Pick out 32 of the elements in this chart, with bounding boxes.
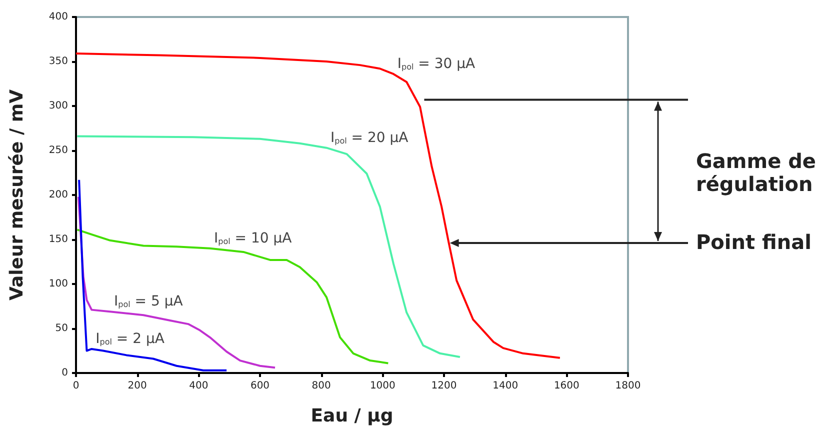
y-tick-label: 150 [48, 234, 68, 245]
x-tick-label: 1200 [431, 380, 457, 392]
ref-line-label: Gamme de régulation [696, 148, 817, 196]
x-tick-label: 1800 [615, 380, 641, 392]
x-tick-label: 1400 [492, 380, 518, 392]
y-tick-label: 100 [48, 278, 68, 290]
x-tick-label: 800 [312, 380, 331, 392]
line-series [76, 228, 390, 364]
y-tick-label: 250 [48, 145, 68, 156]
line-series [77, 196, 276, 369]
line-series [75, 52, 561, 359]
y-tick-label: 200 [48, 190, 68, 200]
line-series [78, 178, 228, 372]
x-tick-label: 400 [189, 380, 208, 392]
y-tick-label: 300 [48, 100, 68, 112]
y-tick-label: 400 [48, 12, 68, 22]
y-tick-label: 50 [55, 323, 68, 334]
series-label: Ipol = 30 µA [397, 56, 476, 72]
x-tick-label: 1000 [370, 380, 396, 392]
series-label: Ipol = 10 µA [214, 230, 292, 246]
series-label: Ipol = 5 µA [114, 294, 184, 310]
x-tick-label: 600 [250, 380, 270, 392]
x-tick-label: 1600 [554, 380, 580, 392]
x-tick-label: 0 [72, 380, 80, 392]
y-tick-label: 350 [48, 56, 68, 67]
annotation: Point final [696, 230, 812, 254]
x-axis-title: Eau / µg [310, 406, 394, 426]
y-axis-title: Valeur mesurée / mV [6, 89, 28, 301]
series-label: Ipol = 2 µA [96, 330, 165, 347]
x-tick-label: 200 [128, 380, 147, 392]
y-tick-label: 0 [62, 368, 68, 378]
series-label: Ipol = 20 µA [330, 130, 409, 146]
